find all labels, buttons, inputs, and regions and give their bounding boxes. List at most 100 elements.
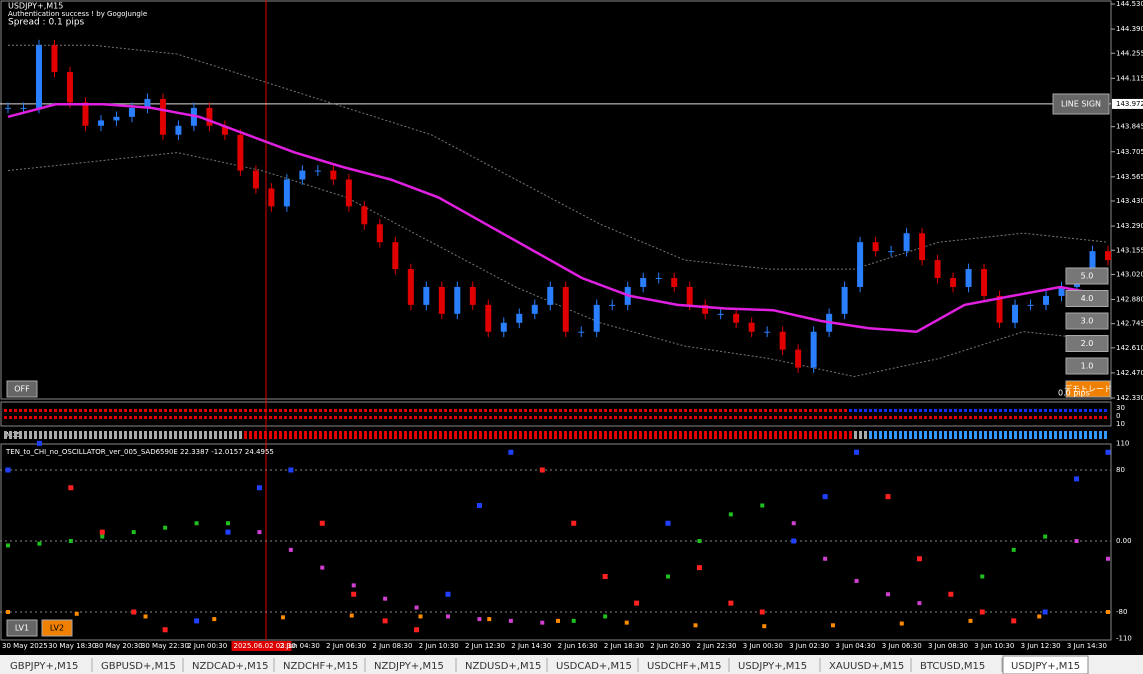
strip-dot bbox=[319, 409, 322, 412]
tf-dot bbox=[279, 431, 282, 439]
tf-dot bbox=[314, 431, 317, 439]
strip-dot bbox=[609, 416, 612, 419]
button[interactable] bbox=[41, 619, 73, 637]
strip-dot bbox=[189, 416, 192, 419]
tf-dot bbox=[724, 431, 727, 439]
slow-dot bbox=[603, 614, 608, 619]
button[interactable] bbox=[1065, 380, 1111, 398]
strip-dot bbox=[284, 416, 287, 419]
button[interactable] bbox=[6, 380, 38, 398]
button-label[interactable]: LV2 bbox=[50, 624, 64, 633]
candle bbox=[857, 242, 864, 287]
tf-dot bbox=[359, 431, 362, 439]
tab-active[interactable] bbox=[1002, 655, 1089, 674]
button[interactable] bbox=[1065, 335, 1109, 352]
strip-dot bbox=[24, 409, 27, 412]
osc-label: -110 bbox=[1116, 635, 1132, 643]
strip-dot bbox=[504, 409, 507, 412]
strip-dot bbox=[719, 416, 722, 419]
button-label[interactable]: 2.0 bbox=[1081, 339, 1094, 348]
tf-dot bbox=[109, 431, 112, 439]
tf-dot bbox=[854, 431, 857, 439]
candle bbox=[531, 304, 538, 314]
tf-dot bbox=[704, 431, 707, 439]
strip-dot bbox=[924, 409, 927, 412]
tf-dot bbox=[194, 431, 197, 439]
strip-label: 0 bbox=[1116, 412, 1120, 420]
button-label[interactable]: 1.0 bbox=[1081, 362, 1094, 371]
tab[interactable]: USDJPY+,M15 bbox=[738, 661, 807, 672]
strip-dot bbox=[1049, 416, 1052, 419]
candle bbox=[516, 313, 523, 323]
strip-dot bbox=[164, 409, 167, 412]
button[interactable] bbox=[1065, 267, 1109, 285]
tf-dot bbox=[289, 431, 292, 439]
tab[interactable]: NZDJPY+,M15 bbox=[374, 661, 444, 672]
tf-dot bbox=[919, 431, 922, 439]
strip-dot bbox=[1104, 409, 1107, 412]
strip-dot bbox=[9, 409, 12, 412]
tf-dot bbox=[324, 431, 327, 439]
button[interactable] bbox=[1065, 290, 1109, 307]
tab[interactable]: GBPJPY+,M15 bbox=[10, 661, 78, 672]
strip-dot bbox=[979, 416, 982, 419]
tab[interactable]: NZDCAD+,M15 bbox=[192, 661, 268, 672]
tab[interactable]: USDCAD+,M15 bbox=[556, 661, 632, 672]
button-label[interactable]: 4.0 bbox=[1081, 294, 1094, 303]
tf-dot bbox=[409, 431, 412, 439]
strip-dot bbox=[574, 409, 577, 412]
tab[interactable]: USDCHF+,M15 bbox=[647, 661, 722, 672]
strip-dot bbox=[49, 409, 52, 412]
tf-dot bbox=[889, 431, 892, 439]
strip-dot bbox=[844, 409, 847, 412]
button[interactable] bbox=[6, 619, 38, 637]
button-label[interactable]: デモトレード bbox=[1064, 384, 1112, 394]
strip-dot bbox=[604, 409, 607, 412]
strip-dot bbox=[469, 416, 472, 419]
strip-dot bbox=[644, 409, 647, 412]
strip-dot bbox=[4, 409, 7, 412]
strip-dot bbox=[459, 416, 462, 419]
tab[interactable]: XAUUSD+,M15 bbox=[829, 661, 904, 672]
button-label[interactable]: LV1 bbox=[15, 624, 29, 633]
strip-dot bbox=[629, 416, 632, 419]
slow-dot bbox=[1074, 539, 1079, 543]
tf-dot bbox=[449, 431, 452, 439]
tab[interactable]: NZDUSD+,M15 bbox=[465, 661, 541, 672]
button-label[interactable]: LINE SIGN bbox=[1061, 100, 1101, 109]
strip-dot bbox=[204, 409, 207, 412]
tf-dot bbox=[139, 431, 142, 439]
strip-dot bbox=[449, 416, 452, 419]
signal-dot bbox=[693, 623, 698, 628]
button-label[interactable]: OFF bbox=[14, 385, 30, 394]
tab[interactable]: NZDCHF+,M15 bbox=[283, 661, 358, 672]
slow-dot bbox=[226, 521, 230, 526]
strip-dot bbox=[509, 409, 512, 412]
strip-dot bbox=[59, 416, 62, 419]
strip-dot bbox=[4, 416, 7, 419]
slow-dot bbox=[823, 556, 828, 561]
strip-dot bbox=[234, 409, 237, 412]
button[interactable] bbox=[1065, 357, 1109, 375]
strip-dot bbox=[224, 416, 227, 419]
strip-dot bbox=[984, 416, 987, 419]
strip-dot bbox=[669, 409, 672, 412]
strip-dot bbox=[44, 409, 47, 412]
tf-dot bbox=[554, 431, 557, 439]
button[interactable] bbox=[1065, 312, 1109, 330]
button-label[interactable]: 5.0 bbox=[1081, 272, 1094, 281]
strip-dot bbox=[634, 416, 637, 419]
slow-dot bbox=[666, 574, 670, 579]
button-label[interactable]: 3.0 bbox=[1081, 317, 1094, 326]
strip-tf: M15 bbox=[6, 431, 21, 439]
tab[interactable]: BTCUSD,M15 bbox=[920, 661, 985, 672]
tf-dot bbox=[34, 431, 37, 439]
tf-dot bbox=[474, 431, 477, 439]
strip-dot bbox=[159, 416, 162, 419]
tf-dot bbox=[1044, 431, 1047, 439]
tab[interactable]: USDJPY+,M15 bbox=[1011, 661, 1080, 672]
strip-dot bbox=[1104, 416, 1107, 419]
strip-dot bbox=[419, 409, 422, 412]
tab[interactable]: GBPUSD+,M15 bbox=[101, 661, 176, 672]
button[interactable] bbox=[1052, 93, 1110, 115]
